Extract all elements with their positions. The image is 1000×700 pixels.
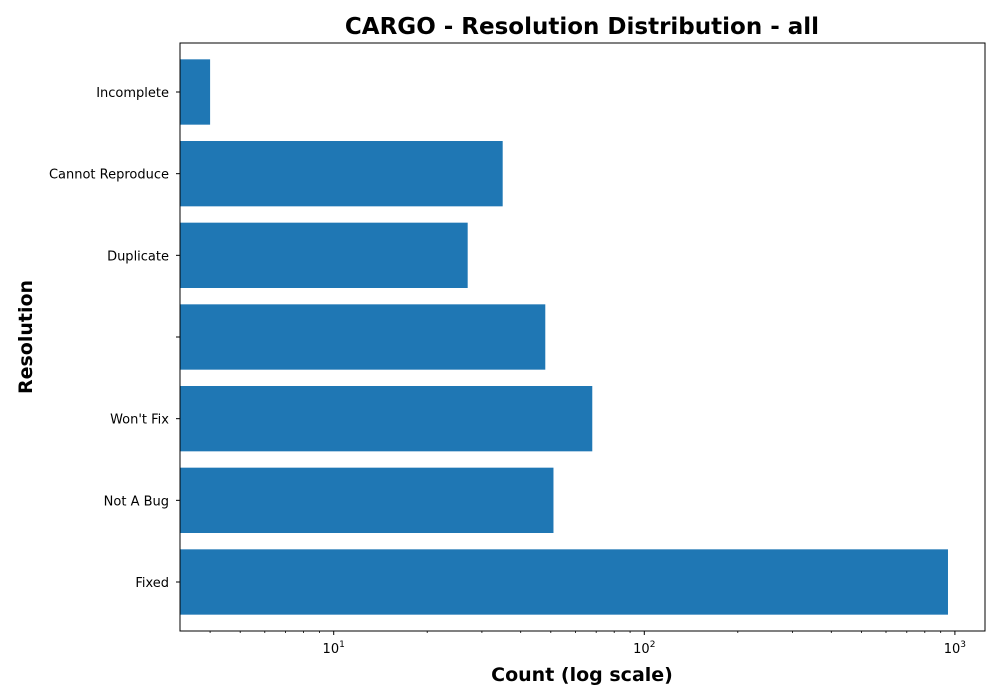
x-tick-label: 101 — [323, 640, 345, 657]
y-tick-label: Incomplete — [96, 86, 169, 101]
bar — [180, 467, 554, 533]
x-tick-label: 103 — [944, 640, 966, 657]
y-axis-label: Resolution — [15, 280, 37, 394]
y-tick-label: Won't Fix — [110, 413, 169, 428]
x-axis-ticks: 101 102 103 — [209, 631, 966, 657]
y-tick-label: Duplicate — [107, 249, 169, 264]
bar — [180, 141, 503, 207]
bar — [180, 59, 211, 125]
bar — [180, 386, 593, 452]
y-tick-label: Not A Bug — [104, 494, 169, 509]
plot-frame — [179, 42, 986, 632]
bar — [180, 304, 546, 370]
chart-title: CARGO - Resolution Distribution - all — [345, 14, 819, 40]
bar — [180, 222, 468, 288]
y-tick-label: Fixed — [135, 576, 169, 591]
bar — [180, 549, 948, 615]
bars-layer — [180, 59, 948, 615]
y-axis-ticks: Fixed Not A Bug Won't Fix Duplicate Cannot R… — [49, 86, 180, 591]
x-axis-label: Count (log scale) — [491, 664, 673, 686]
y-tick-label: Cannot Reproduce — [49, 168, 169, 183]
x-tick-label: 102 — [633, 640, 655, 657]
